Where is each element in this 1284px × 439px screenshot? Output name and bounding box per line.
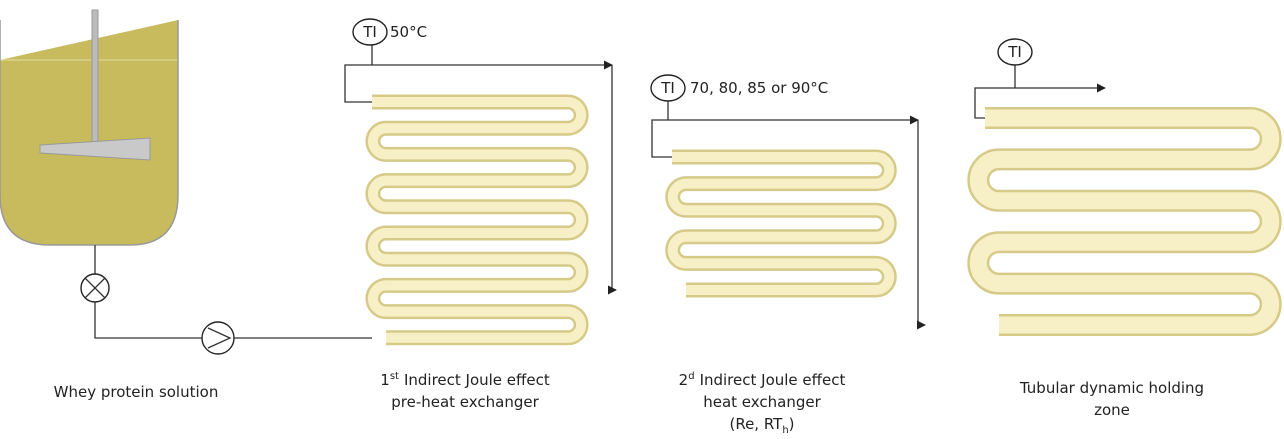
title: Indirect Joule effect [700, 371, 846, 389]
outlet-line-3 [974, 64, 1105, 119]
tank [0, 9, 179, 246]
number: 2 [679, 371, 689, 389]
instrument-reading: 50°C [390, 23, 427, 41]
instrument-tag: TI [660, 79, 675, 97]
title: Indirect Joule effect [404, 371, 550, 389]
exchanger-1-coil [365, 94, 589, 346]
outlet-line-1 [344, 44, 612, 103]
exchanger-title: 2d Indirect Joule effect [679, 371, 846, 389]
ordinal: st [390, 371, 399, 382]
pump [201, 321, 235, 355]
instrument-reading: 70, 80, 85 or 90°C [690, 79, 828, 97]
transfer-line-1 [607, 65, 617, 295]
exchanger-1-coil [367, 97, 587, 343]
instrument: TI 70, 80, 85 or 90°C [650, 74, 828, 102]
note-subscript: h [782, 425, 788, 436]
exchanger-2-coil [665, 149, 897, 298]
valve [80, 273, 110, 303]
outlet-line-2 [651, 100, 918, 158]
transfer-line-2 [916, 120, 926, 330]
holding-coil [967, 107, 1282, 336]
coils [365, 94, 1282, 346]
note-prefix: (Re, RT [729, 415, 783, 433]
instrument-tag: TI [1007, 43, 1022, 61]
note-suffix: ) [789, 415, 795, 433]
tank-label: Whey protein solution [54, 383, 219, 401]
holding-coil [969, 109, 1280, 334]
instrument-tag: TI [362, 23, 377, 41]
holding-label: zone [1094, 401, 1130, 419]
number: 1 [380, 371, 390, 389]
exchanger-title: 1st Indirect Joule effect [380, 371, 550, 389]
holding-label: Tubular dynamic holding [1019, 379, 1204, 397]
feed-line [94, 245, 372, 339]
exchanger-note: (Re, RTh) [729, 415, 794, 436]
exchanger-subtitle: heat exchanger [703, 393, 821, 411]
exchanger-subtitle: pre-heat exchanger [391, 393, 539, 411]
instrument: TI [997, 38, 1033, 66]
ordinal: d [688, 371, 694, 382]
instrument: TI 50°C [352, 18, 427, 46]
exchanger-2-coil [667, 152, 895, 295]
